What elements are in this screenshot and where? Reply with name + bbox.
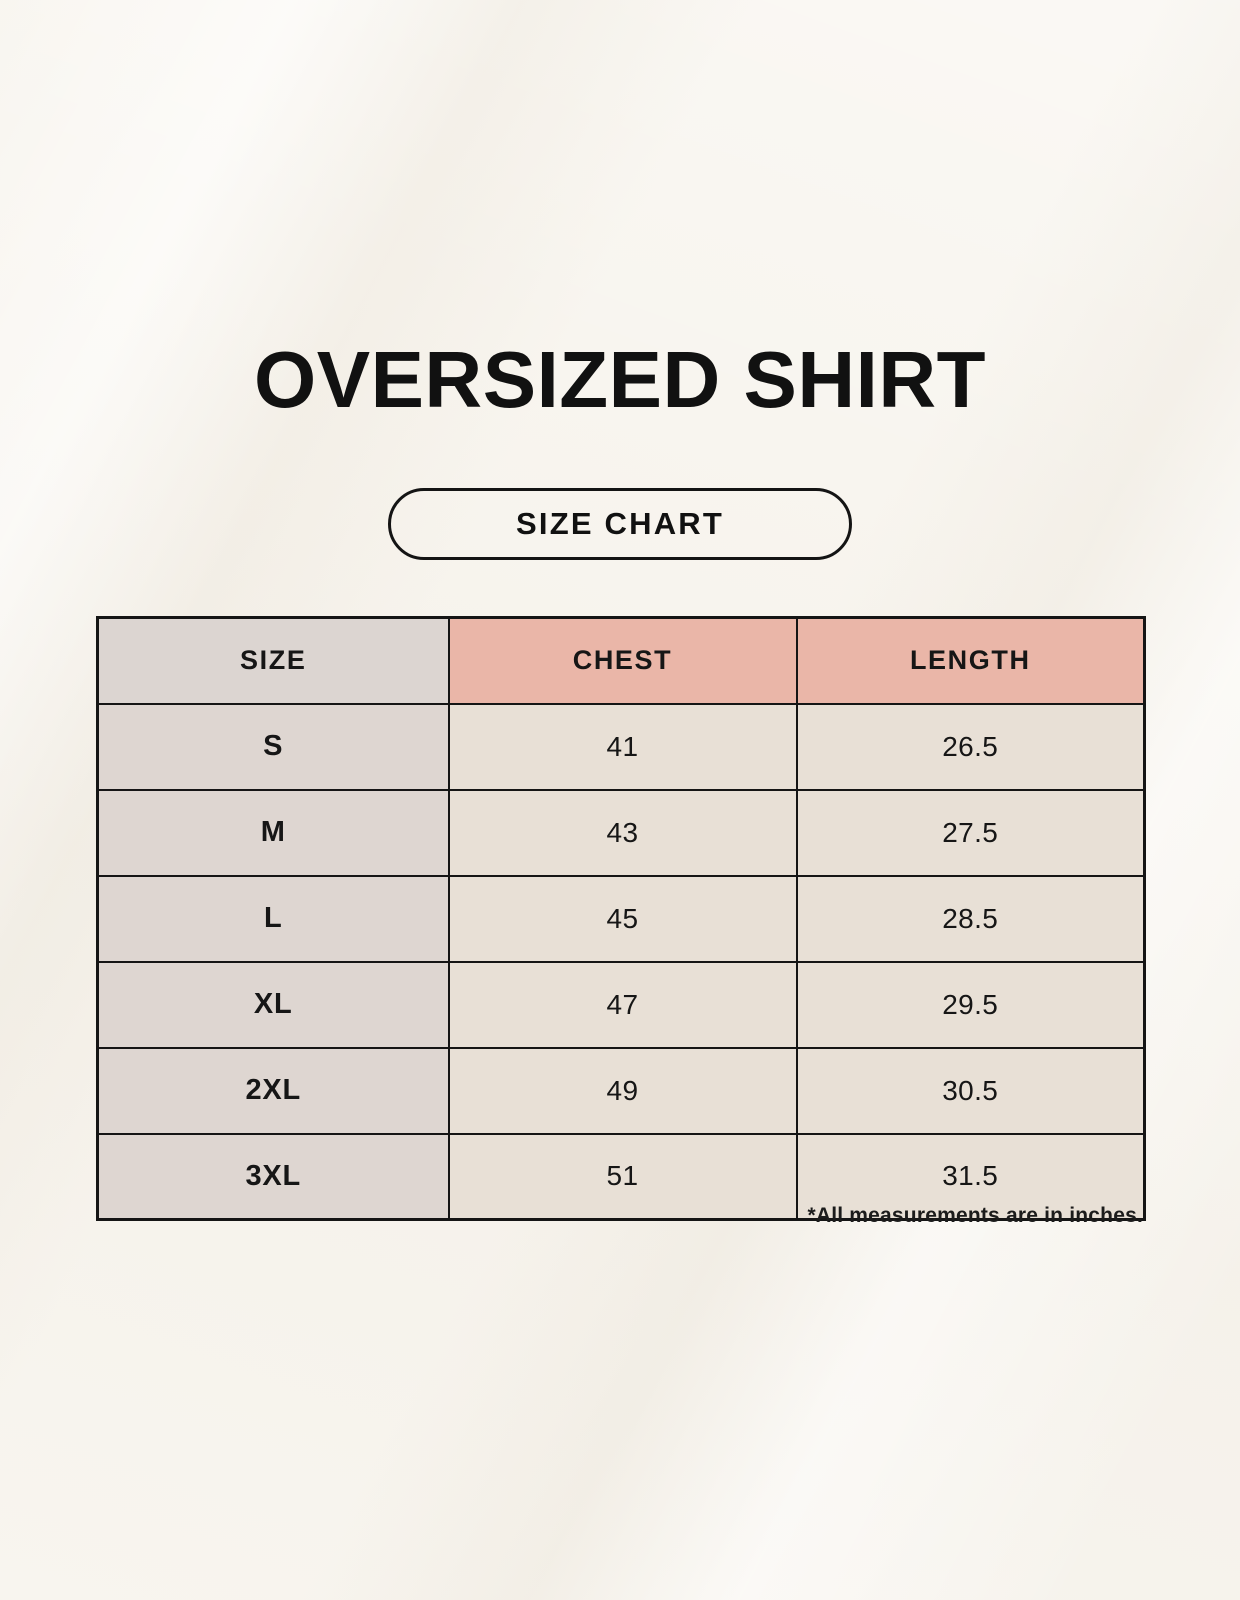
- cell-chest: 43: [447, 788, 798, 877]
- page-title: OVERSIZED SHIRT: [253, 335, 987, 424]
- cell-size: L: [96, 874, 450, 963]
- size-chart-badge: SIZE CHART: [388, 488, 852, 560]
- cell-length: 28.5: [795, 874, 1146, 963]
- table-row: S 41 26.5: [96, 702, 1146, 791]
- column-header-chest: CHEST: [447, 616, 798, 705]
- cell-chest: 45: [447, 874, 798, 963]
- cell-length: 30.5: [795, 1046, 1146, 1135]
- cell-chest: 47: [447, 960, 798, 1049]
- size-table-container: SIZE CHEST LENGTH S 41 26.5 M 43 27.5 L: [96, 616, 1146, 1221]
- table-row: XL 47 29.5: [96, 960, 1146, 1049]
- table-header-row: SIZE CHEST LENGTH: [96, 616, 1146, 705]
- table-header: SIZE CHEST LENGTH: [96, 616, 1146, 705]
- cell-size: 2XL: [96, 1046, 450, 1135]
- cell-size: XL: [96, 960, 450, 1049]
- column-header-length: LENGTH: [795, 616, 1146, 705]
- table-row: L 45 28.5: [96, 874, 1146, 963]
- table-row: M 43 27.5: [96, 788, 1146, 877]
- cell-size: S: [96, 702, 450, 791]
- table-row: 2XL 49 30.5: [96, 1046, 1146, 1135]
- cell-chest: 49: [447, 1046, 798, 1135]
- cell-chest: 41: [447, 702, 798, 791]
- cell-length: 26.5: [795, 702, 1146, 791]
- table-body: S 41 26.5 M 43 27.5 L 45 28.5 XL 47: [96, 702, 1146, 1221]
- cell-size: M: [96, 788, 450, 877]
- size-table: SIZE CHEST LENGTH S 41 26.5 M 43 27.5 L: [96, 616, 1146, 1221]
- cell-length: 27.5: [795, 788, 1146, 877]
- column-header-size: SIZE: [96, 616, 450, 705]
- cell-length: 29.5: [795, 960, 1146, 1049]
- measurement-footnote: *All measurements are in inches.: [807, 1204, 1143, 1227]
- badge-container: SIZE CHART: [0, 488, 1240, 560]
